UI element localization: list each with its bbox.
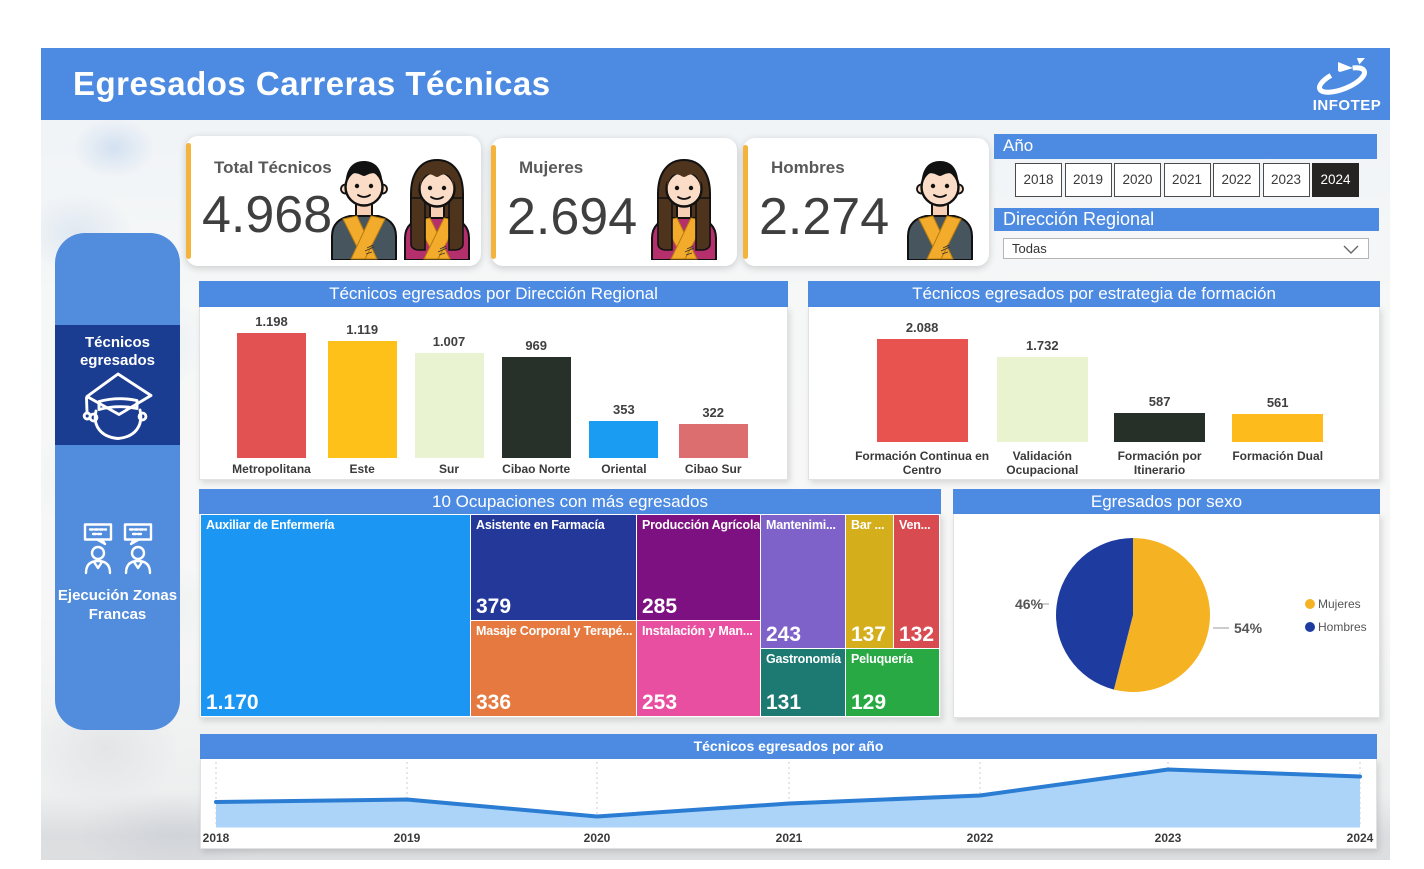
svg-text:54%: 54% xyxy=(1234,620,1263,636)
svg-text:Mujeres: Mujeres xyxy=(1318,597,1361,611)
svg-text:Hombres: Hombres xyxy=(1318,620,1367,634)
svg-text:INFOTEP: INFOTEP xyxy=(1313,97,1382,114)
svg-text:46%: 46% xyxy=(1015,596,1044,612)
